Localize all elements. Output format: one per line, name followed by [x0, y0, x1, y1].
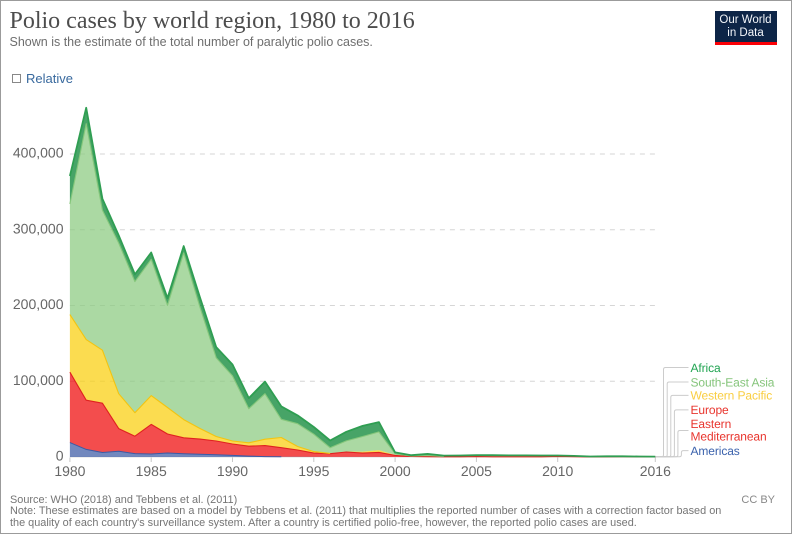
svg-text:0: 0: [56, 448, 64, 464]
svg-text:South-East Asia: South-East Asia: [691, 375, 775, 389]
svg-text:Americas: Americas: [691, 444, 740, 458]
svg-text:Western Pacific: Western Pacific: [691, 389, 773, 403]
svg-text:Africa: Africa: [691, 361, 722, 375]
svg-text:Eastern: Eastern: [691, 417, 732, 431]
svg-text:300,000: 300,000: [13, 220, 64, 236]
svg-text:2000: 2000: [380, 463, 411, 479]
svg-text:100,000: 100,000: [13, 372, 64, 388]
svg-text:Europe: Europe: [691, 403, 730, 417]
svg-text:200,000: 200,000: [13, 296, 64, 312]
svg-text:2016: 2016: [640, 463, 671, 479]
svg-text:1980: 1980: [54, 463, 85, 479]
svg-text:2010: 2010: [542, 463, 573, 479]
svg-text:Mediterranean: Mediterranean: [691, 430, 767, 444]
svg-text:1995: 1995: [298, 463, 329, 479]
svg-text:400,000: 400,000: [13, 145, 64, 161]
svg-text:1985: 1985: [136, 463, 167, 479]
svg-text:1990: 1990: [217, 463, 248, 479]
svg-text:2005: 2005: [461, 463, 492, 479]
